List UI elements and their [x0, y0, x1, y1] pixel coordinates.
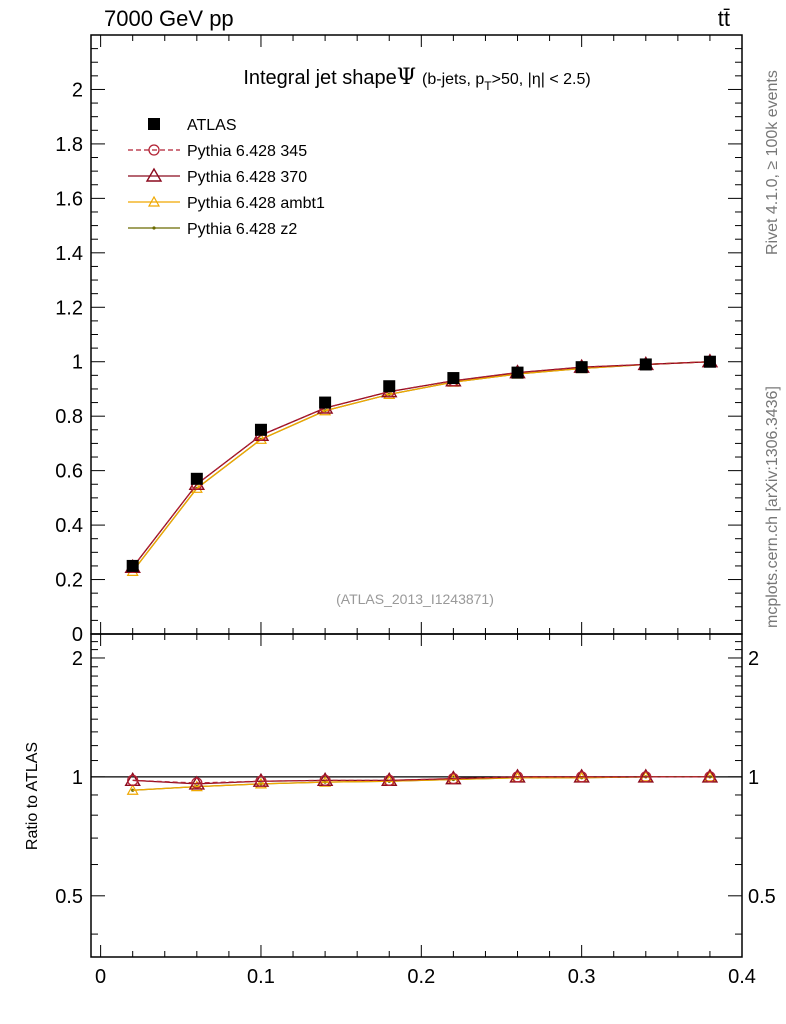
ratio-axis-label: Ratio to ATLAS	[24, 742, 41, 850]
ratio-series-p345-point	[447, 772, 460, 785]
ratio-series-ambt1-point	[190, 780, 203, 792]
y-tick-label: 1.2	[55, 297, 83, 319]
x-tick-label: 0.1	[247, 966, 275, 988]
ratio-series-p345-point	[511, 771, 524, 783]
legend-marker-ambt1	[147, 195, 161, 207]
ratio-panel: 0 0.1 0.2 0.3 0.4 0.5 0.5 1 1 2 2 Ratio to ATLAS	[24, 633, 776, 988]
ratio-series-p345-point	[255, 775, 267, 787]
ratio-series-p345-point	[191, 777, 203, 789]
ratio-series-p345-line	[132, 776, 710, 784]
y-tick-label: 0.4	[55, 515, 83, 537]
main-series-ambt1-point	[319, 404, 332, 416]
ratio-series-z2-point	[131, 788, 135, 792]
ratio-series-ambt1-point	[254, 777, 267, 789]
y-tick-label: 0.2	[55, 570, 83, 592]
y-tick-label: 2	[72, 648, 83, 670]
ratio-series-p345-point	[640, 771, 652, 783]
legend-label-p370: Pythia 6.428 370	[187, 169, 307, 186]
y-tick-label: 0.5	[55, 886, 83, 908]
ratio-series-p345-point	[127, 774, 139, 787]
main-series-p370-line	[132, 361, 710, 568]
ratio-frame	[90, 633, 743, 958]
y-tick-label: 2	[72, 79, 83, 101]
main-series-atlas-point	[383, 380, 396, 393]
legend-marker-p345	[148, 144, 160, 156]
ratio-series-p345-point	[576, 771, 588, 783]
main-series-atlas-point	[703, 355, 716, 368]
main-series-atlas-point	[639, 358, 652, 371]
y-tick-label: 0.8	[55, 406, 83, 428]
y-tick-label: 1.4	[55, 243, 83, 265]
main-panel: 0 0.2 0.4 0.6 0.8 1 1.2 1.4 1.6 1.8 2 Integral jet …	[55, 34, 743, 646]
y-tick-label: 0.6	[55, 461, 83, 483]
legend-marker-z2	[152, 226, 156, 230]
main-series-atlas-point	[319, 396, 332, 409]
legend-label-ambt1: Pythia 6.428 ambt1	[187, 195, 325, 212]
y-tick-label-right: 1	[748, 767, 759, 789]
ratio-series-ambt1-point	[319, 775, 332, 787]
y-tick-label: 1.8	[55, 134, 83, 156]
legend-marker-p370	[145, 167, 163, 182]
x-tick-label: 0	[95, 966, 106, 988]
x-tick-label: 0.4	[728, 966, 756, 988]
y-tick-label: 0	[72, 624, 83, 646]
header-process-label: 7000 GeV pp	[104, 6, 234, 31]
legend-label-p345: Pythia 6.428 345	[187, 143, 307, 160]
ratio-series-ambt1-point	[126, 784, 139, 795]
main-series-atlas-point	[254, 423, 267, 436]
header-final-state-label: tt̄	[717, 6, 730, 31]
main-series-p345-line	[132, 361, 710, 568]
main-series-atlas-point	[575, 361, 588, 374]
x-tick-label: 0.3	[568, 966, 596, 988]
main-series-ambt1-point	[383, 388, 396, 399]
main-series-atlas-point	[126, 559, 139, 572]
y-tick-label-right: 2	[748, 648, 759, 670]
y-tick-label: 1	[72, 767, 83, 789]
analysis-watermark: (ATLAS_2013_I1243871)	[336, 591, 494, 607]
ratio-series-p345-point	[704, 771, 716, 783]
legend: ATLAS Pythia 6.428 345 Pythia 6.428 370 Pyt…	[128, 117, 325, 238]
y-tick-label-right: 0.5	[748, 886, 776, 908]
x-tick-label: 0.2	[407, 966, 435, 988]
main-series-atlas-point	[447, 372, 460, 385]
main-series-ambt1-line	[132, 361, 710, 572]
y-tick-label: 1.6	[55, 188, 83, 210]
main-series-atlas-point	[190, 472, 203, 485]
legend-label-z2: Pythia 6.428 z2	[187, 221, 297, 238]
main-series-atlas-point	[511, 366, 524, 379]
y-tick-label: 1	[72, 352, 83, 374]
legend-marker-atlas	[148, 118, 160, 130]
ratio-series-p345-point	[319, 774, 331, 787]
ratio-series-p345-point	[383, 774, 395, 787]
chart-title: Integral jet shapeΨ (b-jets, pT>50, |η| <…	[243, 65, 590, 93]
legend-label-atlas: ATLAS	[187, 117, 237, 134]
